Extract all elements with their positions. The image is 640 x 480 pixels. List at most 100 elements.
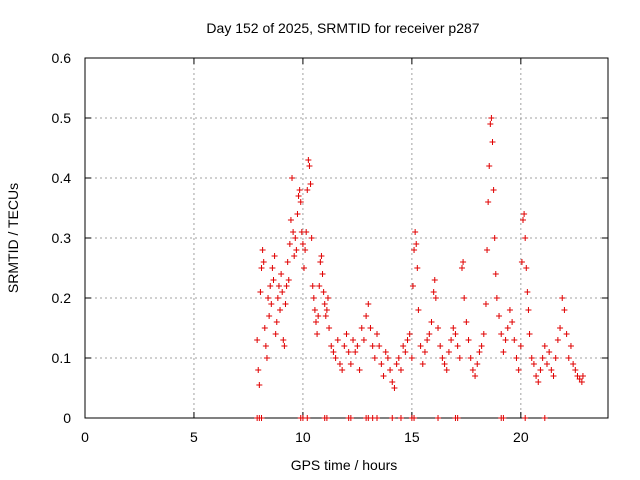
data-point	[323, 415, 330, 421]
data-point	[367, 325, 374, 331]
data-point	[303, 229, 310, 235]
data-point	[350, 337, 357, 343]
data-point	[360, 337, 367, 343]
data-point	[456, 355, 463, 361]
data-point	[579, 373, 586, 379]
data-point	[380, 373, 387, 379]
x-tick-labels: 0 5 10 15 20	[81, 429, 529, 445]
data-point	[480, 331, 487, 337]
data-point	[391, 385, 398, 391]
data-point	[448, 337, 455, 343]
data-point	[292, 235, 299, 241]
data-point	[539, 355, 546, 361]
data-point	[409, 283, 416, 289]
data-point	[389, 415, 396, 421]
data-point	[263, 355, 270, 361]
data-point	[491, 235, 498, 241]
data-point	[543, 361, 550, 367]
data-point	[378, 361, 385, 367]
data-point	[511, 337, 518, 343]
data-point	[498, 331, 505, 337]
data-point	[272, 331, 279, 337]
data-point	[408, 355, 415, 361]
data-point	[287, 217, 294, 223]
data-point	[522, 235, 529, 241]
data-point	[283, 283, 290, 289]
data-point	[484, 247, 491, 253]
data-point	[345, 349, 352, 355]
data-point	[572, 367, 579, 373]
x-tick-label: 10	[295, 429, 311, 445]
data-point	[275, 283, 282, 289]
data-point	[439, 355, 446, 361]
data-point	[469, 367, 476, 373]
data-point	[565, 355, 572, 361]
data-point	[523, 265, 530, 271]
data-point	[330, 349, 337, 355]
data-point	[297, 199, 304, 205]
data-point	[504, 325, 511, 331]
y-tick-label: 0.6	[52, 50, 72, 66]
data-point	[552, 355, 559, 361]
data-point	[460, 259, 467, 265]
data-point	[530, 361, 537, 367]
data-point	[365, 301, 372, 307]
data-point	[492, 271, 499, 277]
data-point	[384, 355, 391, 361]
data-point	[417, 343, 424, 349]
chart-title: Day 152 of 2025, SRMTID for receiver p28…	[206, 20, 479, 36]
data-point	[395, 355, 402, 361]
data-point	[397, 415, 404, 421]
data-point	[526, 331, 533, 337]
data-point	[554, 337, 561, 343]
data-point	[258, 415, 265, 421]
x-tick-label: 15	[404, 429, 420, 445]
data-point	[493, 295, 500, 301]
data-point	[517, 343, 524, 349]
data-point	[293, 247, 300, 253]
data-points	[254, 115, 586, 421]
data-point	[486, 163, 493, 169]
data-point	[404, 337, 411, 343]
data-point	[310, 295, 317, 301]
data-point	[537, 367, 544, 373]
data-point	[309, 283, 316, 289]
data-point	[533, 373, 540, 379]
data-point	[290, 229, 297, 235]
data-point	[306, 163, 313, 169]
x-axis-label: GPS time / hours	[291, 457, 398, 473]
data-point	[412, 229, 419, 235]
data-point	[376, 343, 383, 349]
data-point	[500, 415, 507, 421]
data-point	[289, 175, 296, 181]
data-point	[426, 331, 433, 337]
data-point	[304, 415, 311, 421]
data-point	[321, 301, 328, 307]
data-point	[305, 157, 312, 163]
data-point	[428, 319, 435, 325]
data-point	[261, 325, 268, 331]
data-point	[317, 259, 324, 265]
data-point	[389, 379, 396, 385]
data-point	[320, 289, 327, 295]
data-point	[500, 349, 507, 355]
data-point	[343, 331, 350, 337]
data-point	[254, 337, 261, 343]
data-point	[559, 295, 566, 301]
y-tick-label: 0.3	[52, 230, 72, 246]
data-point	[258, 265, 265, 271]
data-point	[347, 415, 354, 421]
y-tick-label: 0.2	[52, 290, 72, 306]
data-point	[270, 277, 277, 283]
data-point	[285, 277, 292, 283]
data-point	[294, 211, 301, 217]
data-point	[502, 337, 509, 343]
grid	[85, 58, 608, 418]
data-point	[314, 331, 321, 337]
data-point	[256, 382, 263, 388]
data-point	[286, 241, 293, 247]
x-tick-label: 20	[513, 429, 529, 445]
data-point	[382, 349, 389, 355]
data-point	[326, 325, 333, 331]
data-point	[279, 289, 286, 295]
